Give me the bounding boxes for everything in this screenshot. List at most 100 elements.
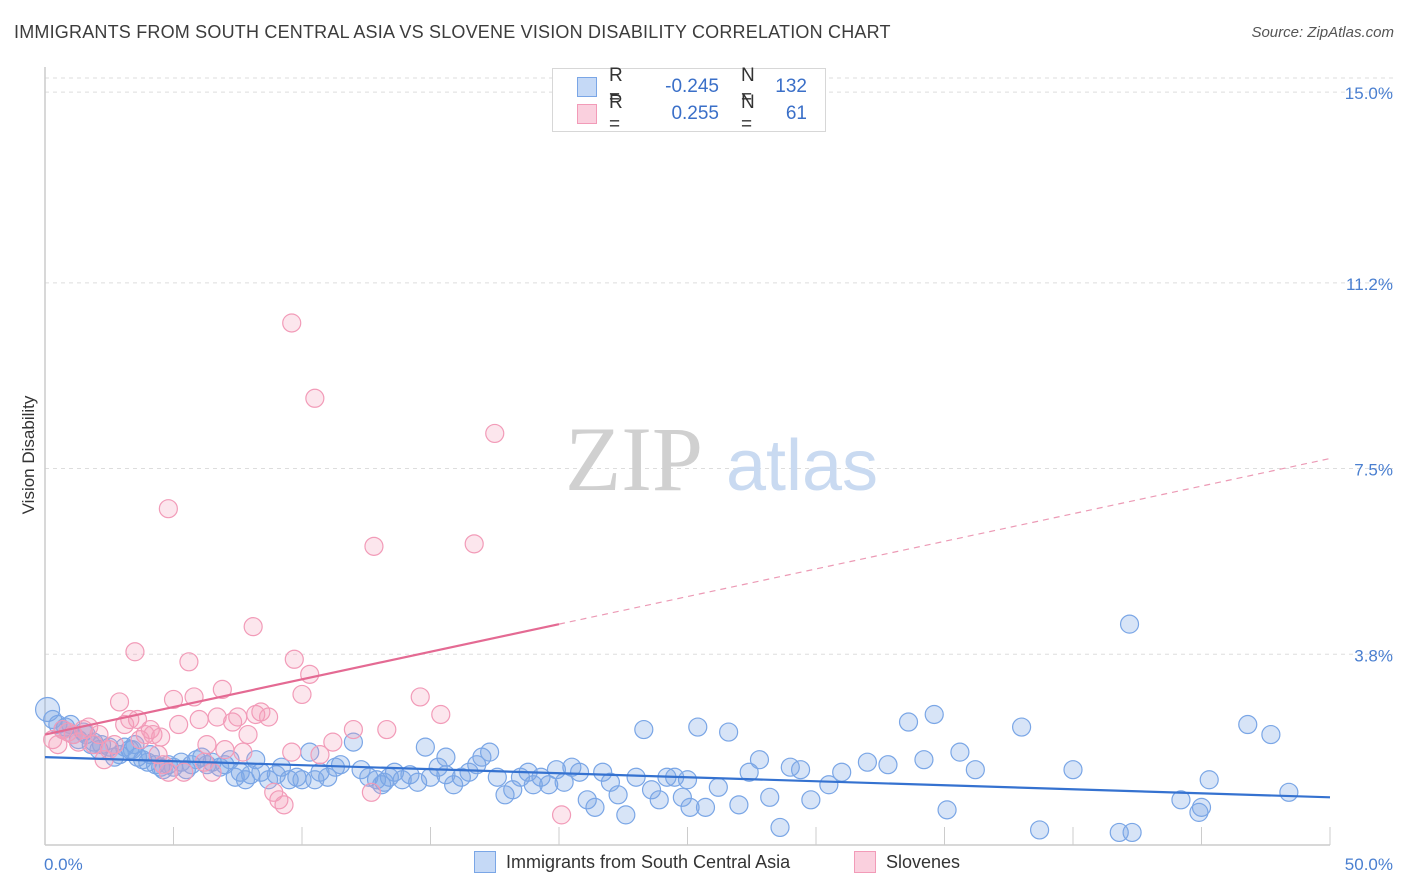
bottom-legend-item-immigrants: Immigrants from South Central Asia — [474, 851, 790, 873]
point-immigrants — [569, 762, 590, 782]
bottom-legend-label: Slovenes — [886, 851, 961, 872]
point-slovenes — [215, 740, 235, 760]
point-slovenes — [282, 742, 302, 762]
y-tick-label: 11.2% — [1346, 275, 1393, 294]
trend-lines — [44, 457, 1331, 799]
bottom-legend-swatch-blue — [474, 851, 496, 873]
x-tick-label: 0.0% — [44, 855, 83, 874]
point-slovenes — [282, 313, 302, 333]
point-slovenes — [143, 724, 163, 745]
point-immigrants — [708, 777, 728, 797]
legend-r-label: R = — [609, 92, 623, 135]
point-slovenes — [163, 689, 184, 710]
point-immigrants — [739, 762, 759, 782]
legend-r-value: 0.255 — [671, 103, 719, 124]
legend-n-value: 61 — [785, 103, 807, 124]
point-slovenes — [300, 664, 320, 684]
point-immigrants — [585, 797, 605, 817]
legend-n-label: N = — [741, 65, 755, 108]
point-slovenes — [207, 707, 227, 727]
point-slovenes — [410, 687, 430, 707]
point-immigrants — [436, 747, 456, 767]
point-immigrants — [480, 742, 500, 762]
point-slovenes — [243, 617, 263, 637]
point-immigrants — [187, 750, 207, 770]
point-slovenes — [238, 724, 258, 745]
point-immigrants — [1011, 717, 1032, 737]
point-immigrants — [1279, 782, 1299, 802]
point-immigrants — [950, 742, 970, 762]
point-immigrants — [34, 696, 61, 723]
point-slovenes — [179, 652, 199, 672]
point-slovenes — [151, 727, 171, 747]
y-tick-label: 15.0% — [1345, 84, 1393, 103]
point-slovenes — [158, 499, 178, 519]
point-slovenes — [109, 692, 130, 712]
bottom-legend-label: Immigrants from South Central Asia — [506, 851, 791, 872]
point-slovenes — [140, 719, 160, 740]
point-slovenes — [158, 762, 178, 782]
point-slovenes — [189, 709, 209, 730]
point-slovenes — [104, 735, 124, 755]
x-tick-label: 50.0% — [1345, 855, 1393, 874]
point-immigrants — [444, 775, 464, 795]
point-immigrants — [616, 805, 636, 825]
point-immigrants — [428, 757, 448, 777]
point-immigrants — [523, 775, 543, 795]
point-slovenes — [233, 742, 253, 762]
trend-line-immigrants — [44, 756, 1331, 799]
point-immigrants — [577, 790, 597, 810]
point-immigrants — [593, 762, 613, 782]
point-immigrants — [318, 767, 338, 787]
gridlines — [45, 77, 1395, 655]
point-slovenes — [361, 782, 381, 802]
point-immigrants — [372, 775, 392, 795]
legend-swatch-pink — [577, 104, 597, 124]
point-immigrants — [688, 717, 708, 737]
point-slovenes — [364, 536, 384, 556]
point-immigrants — [832, 762, 852, 782]
point-slovenes — [197, 735, 217, 755]
point-immigrants — [408, 772, 428, 792]
legend-swatch-blue — [577, 77, 597, 97]
point-immigrants — [878, 755, 898, 775]
legend-r-value: -0.245 — [665, 76, 719, 97]
point-slovenes — [169, 714, 189, 735]
point-immigrants — [138, 752, 158, 772]
point-immigrants — [649, 790, 669, 810]
bottom-legend: Immigrants from South Central Asia Slove… — [0, 851, 1406, 877]
series-layer — [34, 313, 1299, 843]
legend-r-label: R = — [609, 65, 623, 108]
y-tick-label: 3.8% — [1354, 646, 1393, 665]
point-immigrants — [819, 775, 839, 795]
y-axis-title: Vision Disability — [19, 395, 38, 514]
point-immigrants — [749, 750, 770, 770]
point-immigrants — [1029, 820, 1050, 840]
point-immigrants — [1191, 797, 1212, 817]
point-slovenes — [258, 707, 279, 727]
point-immigrants — [760, 787, 780, 807]
point-slovenes — [310, 745, 330, 765]
point-immigrants — [1119, 614, 1140, 634]
watermark-zip: ZIP — [565, 408, 703, 510]
point-immigrants — [914, 750, 934, 770]
point-immigrants — [898, 712, 919, 732]
legend-n-label: N = — [741, 92, 755, 135]
point-immigrants — [965, 760, 985, 780]
point-slovenes — [48, 735, 68, 755]
point-immigrants — [1063, 760, 1083, 780]
point-immigrants — [719, 722, 739, 742]
point-immigrants — [1199, 770, 1219, 790]
watermark: ZIP atlas — [565, 408, 878, 510]
point-slovenes — [485, 423, 505, 444]
point-immigrants — [680, 797, 700, 817]
point-immigrants — [1122, 822, 1142, 843]
tick-labels: 3.8% 7.5% 11.2% 15.0% 0.0% 50.0% — [44, 84, 1393, 874]
point-immigrants — [415, 737, 435, 757]
point-immigrants — [790, 760, 811, 780]
point-slovenes — [431, 704, 451, 725]
point-immigrants — [626, 767, 646, 787]
point-immigrants — [608, 785, 628, 805]
point-immigrants — [351, 760, 371, 780]
